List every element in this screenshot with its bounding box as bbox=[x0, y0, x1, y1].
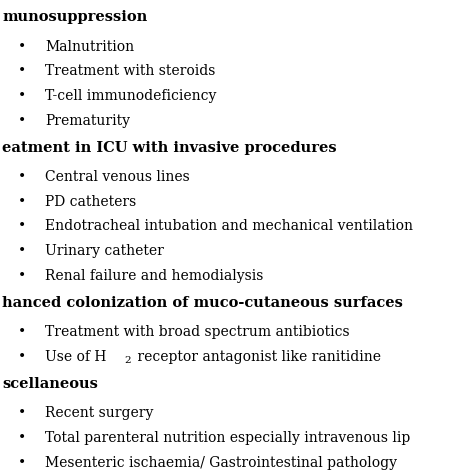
Text: Central venous lines: Central venous lines bbox=[45, 170, 190, 184]
Text: •: • bbox=[18, 89, 26, 103]
Text: 2: 2 bbox=[124, 356, 131, 365]
Text: PD catheters: PD catheters bbox=[45, 195, 137, 209]
Text: Urinary catheter: Urinary catheter bbox=[45, 244, 164, 258]
Text: •: • bbox=[18, 40, 26, 54]
Text: •: • bbox=[18, 406, 26, 420]
Text: •: • bbox=[18, 269, 26, 283]
Text: •: • bbox=[18, 64, 26, 79]
Text: •: • bbox=[18, 456, 26, 470]
Text: •: • bbox=[18, 244, 26, 258]
Text: eatment in ICU with invasive procedures: eatment in ICU with invasive procedures bbox=[2, 141, 337, 155]
Text: Recent surgery: Recent surgery bbox=[45, 406, 154, 420]
Text: Mesenteric ischaemia/ Gastrointestinal pathology: Mesenteric ischaemia/ Gastrointestinal p… bbox=[45, 456, 397, 470]
Text: hanced colonization of muco-cutaneous surfaces: hanced colonization of muco-cutaneous su… bbox=[2, 296, 403, 310]
Text: •: • bbox=[18, 114, 26, 128]
Text: Endotracheal intubation and mechanical ventilation: Endotracheal intubation and mechanical v… bbox=[45, 219, 413, 234]
Text: Treatment with steroids: Treatment with steroids bbox=[45, 64, 215, 79]
Text: T-cell immunodeficiency: T-cell immunodeficiency bbox=[45, 89, 217, 103]
Text: Total parenteral nutrition especially intravenous lip: Total parenteral nutrition especially in… bbox=[45, 431, 410, 445]
Text: scellaneous: scellaneous bbox=[2, 377, 98, 391]
Text: munosuppression: munosuppression bbox=[2, 10, 147, 25]
Text: •: • bbox=[18, 325, 26, 339]
Text: •: • bbox=[18, 350, 26, 364]
Text: •: • bbox=[18, 431, 26, 445]
Text: Treatment with broad spectrum antibiotics: Treatment with broad spectrum antibiotic… bbox=[45, 325, 350, 339]
Text: •: • bbox=[18, 219, 26, 234]
Text: Malnutrition: Malnutrition bbox=[45, 40, 134, 54]
Text: Use of H: Use of H bbox=[45, 350, 106, 364]
Text: receptor antagonist like ranitidine: receptor antagonist like ranitidine bbox=[133, 350, 381, 364]
Text: Renal failure and hemodialysis: Renal failure and hemodialysis bbox=[45, 269, 264, 283]
Text: Prematurity: Prematurity bbox=[45, 114, 130, 128]
Text: •: • bbox=[18, 170, 26, 184]
Text: •: • bbox=[18, 195, 26, 209]
